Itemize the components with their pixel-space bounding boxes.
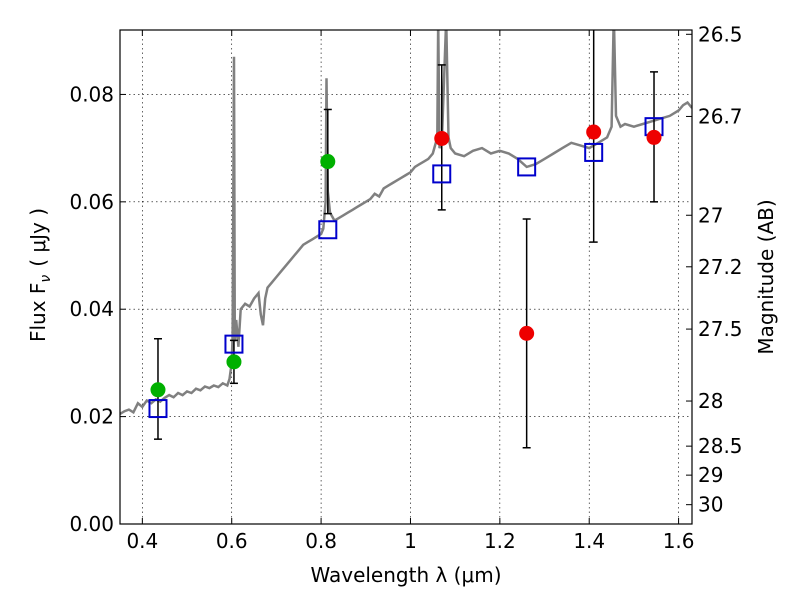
data-points-layer (150, 124, 662, 398)
model-squares-layer (148, 117, 664, 419)
magnitude-tick-label: 28 (698, 389, 723, 413)
data-point-red (586, 124, 602, 140)
y-axis-right-title: Magnitude (AB) (754, 199, 778, 354)
y-axis-left-title: Flux Fν ( μJy ) (26, 208, 54, 342)
magnitude-tick-label: 27.5 (698, 317, 743, 341)
magnitude-tick-label: 27.2 (698, 255, 743, 279)
model-square (432, 164, 452, 184)
spectrum-line (120, 30, 692, 415)
magnitude-tick-label: 26.5 (698, 22, 743, 46)
y-axis-ticks: 0.00 0.02 0.04 0.06 0.08 (69, 82, 126, 536)
y-tick-label: 0.04 (69, 297, 114, 321)
data-point-red (646, 129, 662, 145)
magnitude-tick-label: 29 (698, 463, 723, 487)
model-square (584, 142, 604, 162)
data-point-green (320, 154, 336, 170)
plot-frame (119, 29, 693, 525)
magnitude-tick-label: 28.5 (698, 434, 743, 458)
data-point-green (150, 382, 166, 398)
x-tick-label: 0.4 (126, 529, 158, 553)
x-tick-label: 0.6 (216, 529, 248, 553)
x-tick-label: 1 (404, 529, 417, 553)
magnitude-tick-label: 27 (698, 203, 723, 227)
y-tick-label: 0.00 (69, 512, 114, 536)
x-axis-ticks: 0.4 0.6 0.8 1 1.2 1.4 1.6 (126, 30, 695, 553)
y-tick-label: 0.06 (69, 190, 114, 214)
y-axis-left-title-sub: ν (38, 275, 54, 283)
errorbar-layer (153, 30, 659, 449)
y-tick-label: 0.08 (69, 82, 114, 106)
y-axis-left-title-main: Flux F (26, 283, 50, 342)
grid-lines (120, 30, 692, 525)
y-tick-label: 0.02 (69, 405, 114, 429)
model-square (517, 157, 537, 177)
x-tick-label: 1.2 (484, 529, 516, 553)
x-tick-label: 0.8 (305, 529, 337, 553)
model-square (224, 334, 244, 354)
y-axis-left-title-unit: ( μJy ) (26, 208, 50, 267)
svg-text:Magnitude (AB): Magnitude (AB) (754, 199, 778, 354)
x-axis-title: Wavelength λ (μm) (310, 563, 501, 587)
x-tick-label: 1.6 (663, 529, 695, 553)
magnitude-tick-label: 30 (698, 493, 723, 517)
data-point-red (434, 130, 450, 146)
magnitude-axis-ticks: 26.5 26.7 27 27.2 27.5 28 28.5 29 30 (686, 22, 743, 517)
model-square (318, 220, 338, 240)
spectrum-layer (120, 30, 692, 415)
magnitude-tick-label: 26.7 (698, 104, 743, 128)
svg-text:Flux Fν( μJy ): Flux Fν ( μJy ) (26, 208, 54, 342)
data-point-red (519, 325, 535, 341)
model-square (148, 399, 168, 419)
x-tick-label: 1.4 (573, 529, 605, 553)
data-point-green (226, 354, 242, 370)
